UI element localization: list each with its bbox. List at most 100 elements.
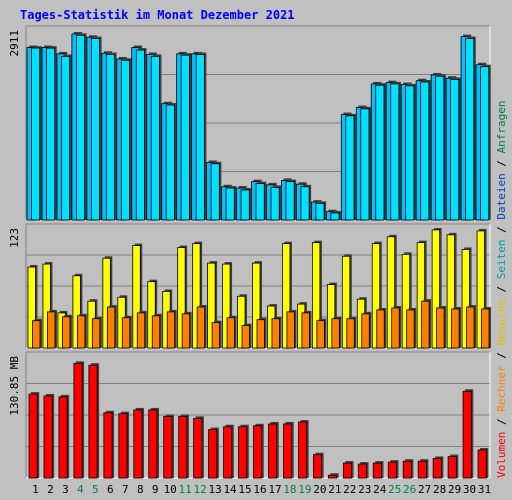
bar-dateien — [435, 75, 445, 221]
x-tick-label: 27 — [418, 483, 431, 496]
bar-volumen — [178, 416, 188, 479]
bar-dateien — [255, 183, 265, 221]
legend-separator: / — [495, 412, 508, 432]
bar-seiten — [286, 311, 295, 349]
bar-dateien — [75, 34, 86, 221]
x-tick-label: 2 — [47, 483, 54, 496]
bar-volumen — [238, 426, 248, 479]
bar-seiten — [121, 317, 131, 349]
bar-volumen — [148, 409, 158, 479]
bar-dateien — [330, 212, 340, 221]
bar-volumen — [372, 462, 382, 479]
x-tick-label: 18 — [283, 483, 296, 496]
bar-seiten — [376, 309, 385, 349]
bar-besuche — [386, 236, 396, 349]
bar-besuche — [416, 242, 426, 349]
bar-dateien — [465, 38, 475, 221]
x-tick-label: 14 — [223, 483, 237, 496]
x-tick-label: 26 — [403, 483, 416, 496]
x-tick-label: 21 — [328, 483, 341, 496]
x-tick-label: 3 — [62, 483, 69, 496]
bar-volumen — [103, 412, 113, 479]
bar-volumen — [357, 463, 367, 479]
bar-volumen — [402, 460, 412, 479]
bar-besuche — [431, 229, 441, 349]
bar-dateien — [405, 85, 415, 221]
bar-seiten — [316, 320, 325, 349]
x-tick-label: 29 — [448, 483, 461, 496]
bar-dateien — [285, 181, 295, 221]
bar-seiten — [346, 318, 355, 349]
bar-besuche — [326, 284, 336, 349]
bar-dateien — [150, 56, 160, 221]
bar-dateien — [46, 47, 56, 221]
bar-seiten — [466, 306, 475, 349]
bar-besuche — [132, 245, 141, 349]
chart-title: Tages-Statistik im Monat Dezember 2021 — [20, 8, 295, 22]
bar-besuche — [371, 243, 381, 349]
y-tick-label-middle: 123 — [8, 228, 21, 248]
bar-dateien — [300, 186, 310, 221]
bar-seiten — [391, 307, 400, 349]
bar-besuche — [252, 262, 261, 349]
legend-item-dateien: Dateien — [495, 173, 508, 219]
legend-separator: / — [495, 220, 508, 240]
bar-seiten — [106, 306, 116, 349]
x-tick-label: 28 — [433, 483, 446, 496]
legend-separator: / — [495, 153, 508, 173]
bar-volumen — [223, 426, 233, 479]
y-tick-label-top: 2911 — [8, 30, 21, 57]
bar-dateien — [270, 187, 280, 221]
bar-volumen — [133, 409, 143, 479]
bar-seiten — [211, 322, 220, 349]
x-tick-label: 4 — [77, 483, 84, 496]
bar-volumen — [327, 474, 337, 479]
x-tick-label: 30 — [463, 483, 476, 496]
bar-volumen — [193, 417, 203, 479]
bar-seiten — [256, 319, 265, 349]
bar-besuche — [177, 247, 186, 349]
bar-dateien — [120, 59, 130, 221]
legend-vertical: Volumen / Rechner / Besuche / Seiten / D… — [495, 100, 508, 478]
bar-dateien — [90, 38, 100, 221]
bar-dateien — [195, 54, 205, 221]
bar-volumen — [417, 460, 427, 479]
x-tick-label: 15 — [238, 483, 251, 496]
x-tick-label: 6 — [107, 483, 114, 496]
bar-besuche — [102, 257, 111, 349]
x-tick-label: 1 — [32, 483, 39, 496]
x-tick-label: 10 — [164, 483, 177, 496]
bar-volumen — [312, 454, 323, 479]
bar-seiten — [91, 318, 101, 349]
bar-volumen — [163, 416, 173, 479]
bar-seiten — [331, 318, 340, 349]
bar-dateien — [225, 187, 235, 221]
bar-volumen — [253, 425, 263, 479]
bar-dateien — [210, 163, 220, 221]
bar-seiten — [76, 315, 86, 349]
bar-seiten — [62, 316, 71, 349]
bar-dateien — [165, 104, 175, 221]
bar-seiten — [196, 306, 206, 349]
x-tick-label: 17 — [268, 483, 281, 496]
bar-seiten — [166, 311, 176, 349]
bar-seiten — [361, 313, 370, 349]
bar-dateien — [360, 108, 370, 221]
bar-volumen — [447, 456, 457, 479]
y-tick-label-bottom: 130.85 MB — [8, 356, 21, 416]
bar-dateien — [31, 47, 41, 221]
bar-volumen — [462, 390, 472, 479]
bar-dateien — [105, 54, 115, 221]
bar-seiten — [421, 300, 430, 349]
bar-dateien — [135, 49, 145, 221]
bar-seiten — [226, 317, 235, 349]
bar-volumen — [283, 423, 293, 479]
bar-besuche — [222, 263, 231, 349]
bar-besuche — [476, 230, 485, 349]
x-tick-label: 16 — [253, 483, 266, 496]
bar-besuche — [207, 262, 216, 349]
bar-besuche — [282, 243, 291, 349]
bar-volumen — [28, 393, 38, 479]
bar-seiten — [32, 320, 41, 349]
